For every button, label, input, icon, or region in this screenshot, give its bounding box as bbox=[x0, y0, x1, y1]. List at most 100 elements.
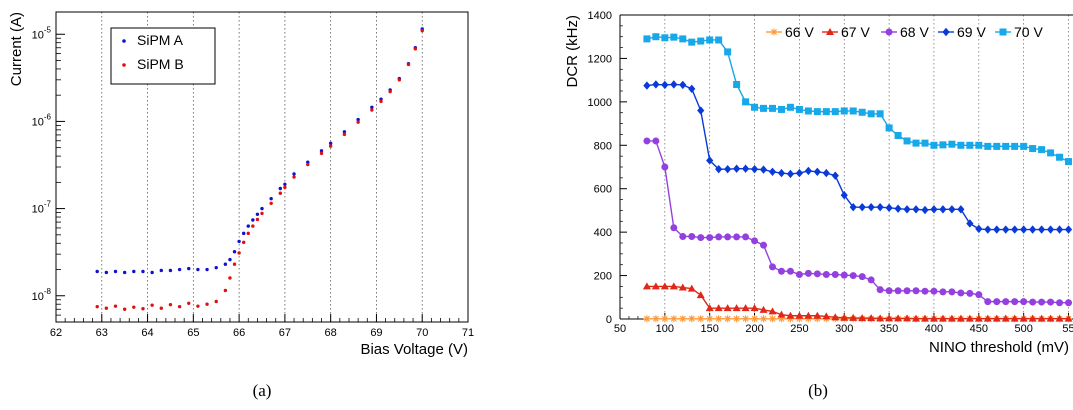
data-point bbox=[750, 304, 759, 312]
data-point bbox=[930, 287, 938, 295]
y-tick-label: 600 bbox=[594, 184, 612, 196]
data-point bbox=[858, 314, 867, 322]
data-point bbox=[966, 289, 974, 297]
data-point bbox=[965, 314, 974, 322]
series-sipm-b bbox=[95, 28, 424, 311]
data-point bbox=[885, 314, 894, 322]
data-point bbox=[992, 314, 1001, 322]
y-tick-label: 0 bbox=[606, 314, 612, 326]
data-point bbox=[706, 36, 714, 44]
data-point bbox=[1064, 225, 1073, 234]
plot-area bbox=[642, 33, 1073, 323]
data-point bbox=[993, 142, 1001, 150]
data-point bbox=[122, 307, 127, 311]
data-point bbox=[724, 164, 732, 174]
y-tick-label: 1400 bbox=[588, 10, 612, 22]
data-point bbox=[652, 315, 660, 323]
data-point bbox=[688, 84, 696, 94]
data-point bbox=[715, 315, 723, 323]
data-point bbox=[196, 267, 200, 272]
data-point bbox=[733, 315, 741, 323]
data-point bbox=[328, 141, 333, 146]
series-68v bbox=[643, 137, 1073, 307]
data-point bbox=[205, 302, 209, 306]
data-point bbox=[397, 78, 402, 82]
y-tick-exponent: -5 bbox=[44, 25, 52, 34]
data-point bbox=[678, 283, 687, 291]
legend-label: SiPM A bbox=[137, 32, 184, 48]
data-point bbox=[849, 313, 858, 321]
data-point bbox=[232, 250, 237, 254]
legend-marker bbox=[999, 28, 1007, 36]
x-tick-label: 62 bbox=[50, 327, 62, 339]
data-point bbox=[885, 124, 893, 132]
data-point bbox=[768, 307, 777, 315]
marker-stroke bbox=[769, 315, 776, 322]
data-point bbox=[292, 175, 296, 179]
data-point bbox=[652, 80, 660, 89]
marker-stroke bbox=[643, 315, 650, 322]
x-tick-label: 450 bbox=[970, 323, 988, 335]
data-point bbox=[255, 217, 260, 222]
data-point bbox=[822, 270, 830, 278]
data-point bbox=[1029, 298, 1037, 306]
data-point bbox=[715, 164, 723, 174]
data-point bbox=[957, 141, 965, 149]
data-point bbox=[733, 164, 741, 173]
data-point bbox=[813, 311, 822, 319]
data-point bbox=[966, 141, 974, 149]
data-point bbox=[903, 137, 911, 145]
data-point bbox=[795, 270, 803, 278]
data-point bbox=[894, 287, 902, 295]
data-point bbox=[688, 315, 696, 323]
legend-marker bbox=[826, 28, 834, 35]
data-point bbox=[370, 105, 374, 110]
data-point bbox=[867, 276, 875, 284]
data-point bbox=[1020, 142, 1028, 150]
legend-label: 70 V bbox=[1014, 24, 1043, 40]
chart-a-current-vs-bias: 62 63 64 65 66 67 68 69 70 7110-810-710-610-5Bias… bbox=[8, 11, 474, 358]
data-point bbox=[1010, 314, 1019, 322]
data-point bbox=[661, 315, 669, 323]
data-point bbox=[214, 265, 218, 270]
data-point bbox=[697, 37, 705, 45]
data-point bbox=[1038, 146, 1046, 154]
data-point bbox=[858, 273, 866, 281]
legend-marker bbox=[122, 63, 126, 67]
data-point bbox=[831, 313, 840, 321]
y-tick-label: 10-6 bbox=[32, 112, 52, 128]
series-70v bbox=[643, 33, 1073, 166]
data-point bbox=[777, 310, 786, 318]
y-tick-exponent: -8 bbox=[44, 287, 52, 296]
data-point bbox=[696, 291, 705, 299]
data-point bbox=[670, 224, 678, 232]
data-point bbox=[643, 137, 651, 145]
data-point bbox=[957, 205, 965, 214]
y-tick-base: 10 bbox=[32, 116, 44, 128]
data-point bbox=[724, 233, 732, 241]
data-point bbox=[768, 167, 777, 176]
data-point bbox=[867, 202, 875, 212]
data-point bbox=[840, 313, 849, 321]
data-point bbox=[1055, 314, 1064, 322]
legend-marker bbox=[770, 28, 778, 36]
data-point bbox=[679, 35, 687, 43]
y-tick-label: 10-7 bbox=[32, 200, 52, 216]
data-point bbox=[251, 218, 255, 222]
data-point bbox=[1055, 225, 1064, 234]
data-point bbox=[141, 269, 145, 274]
data-point bbox=[777, 267, 785, 275]
data-point bbox=[760, 315, 768, 323]
data-point bbox=[1028, 314, 1037, 322]
data-point bbox=[1002, 225, 1010, 234]
data-point bbox=[661, 34, 669, 42]
data-point bbox=[168, 302, 173, 307]
data-point bbox=[724, 48, 732, 56]
data-point bbox=[283, 182, 287, 186]
data-point bbox=[742, 315, 750, 323]
data-point bbox=[822, 168, 830, 178]
data-point bbox=[237, 239, 241, 244]
data-point bbox=[319, 151, 324, 156]
data-point bbox=[840, 107, 848, 115]
